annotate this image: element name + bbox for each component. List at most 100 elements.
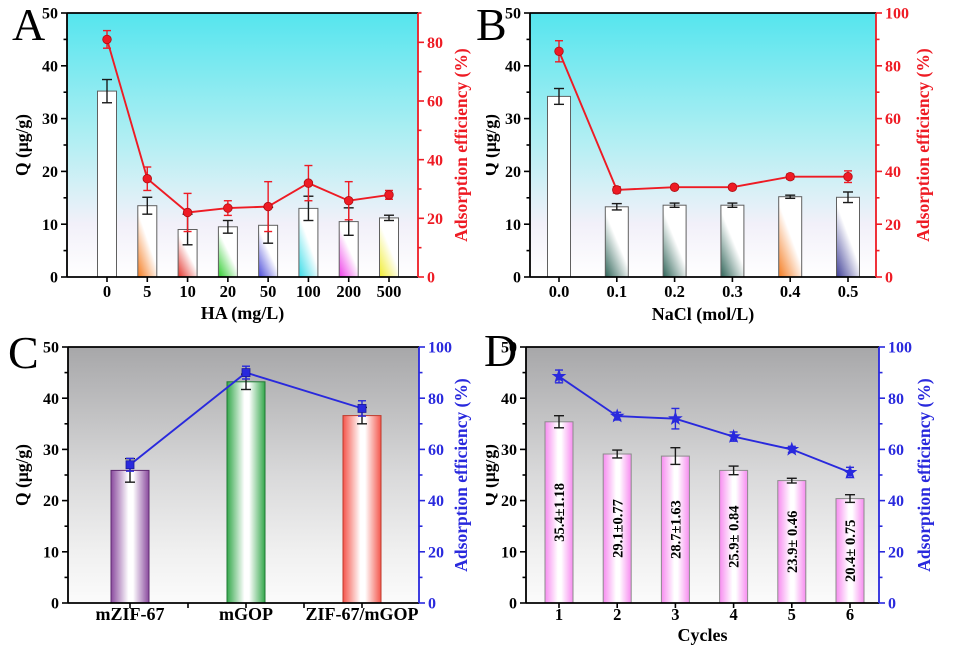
left-tick-label: 40 (42, 58, 58, 75)
right-tick-label: 40 (428, 493, 444, 510)
x-tick-label: mZIF-67 (96, 604, 165, 624)
efficiency-line (558, 50, 848, 191)
left-tick-label: 20 (43, 493, 59, 510)
right-axis-title: Adsorption efficiency (%) (913, 48, 933, 242)
left-tick-label: 30 (501, 442, 517, 459)
left-tick-label: 50 (43, 340, 59, 357)
data-point-circle (303, 178, 314, 188)
panel-b: 0 10 20 30 40 50 0 20 40 60 80 100 0.0 0.1 0.2 0.3 0.4 0.… (486, 0, 972, 327)
bar-5 (777, 480, 807, 604)
left-axis-title: Q (μg/g) (486, 114, 500, 176)
x-tick-label: 0 (103, 282, 111, 301)
panel-c-letter: C (8, 327, 39, 378)
data-point-star (551, 368, 567, 383)
data-point-star (668, 410, 683, 425)
efficiency-line-group-A (102, 29, 394, 233)
x-tick-label: 3 (671, 605, 679, 624)
bar-value-label: 35.4±1.18 (552, 483, 568, 542)
bar-error-6 (845, 494, 855, 504)
data-point-square (125, 460, 135, 470)
bar-mZIF-67 (110, 469, 150, 604)
bar-20 (217, 226, 238, 278)
bar-error-5 (786, 477, 797, 484)
plot-background (526, 347, 879, 603)
right-tick-label: 100 (885, 6, 909, 23)
bar-error-1 (554, 415, 564, 429)
x-tick-label: 50 (260, 282, 277, 301)
x-tick-label: 0.0 (549, 282, 570, 301)
panel-c-chart: 0 10 20 30 40 50 0 20 40 60 80 100 mZIF-67 mGOP ZIF-67… (12, 340, 471, 624)
right-tick-label: 20 (885, 217, 901, 234)
bar-error-0.0 (554, 87, 564, 106)
left-axis-title: Q (μg/g) (486, 444, 499, 506)
left-tick-label: 10 (43, 544, 59, 561)
bar-5 (137, 205, 158, 278)
bar-error-4 (728, 465, 739, 476)
data-point-circle (142, 174, 152, 184)
data-point-star (784, 441, 800, 456)
left-tick-label: 20 (42, 164, 58, 181)
bar-500 (379, 217, 399, 278)
data-point-circle (669, 182, 680, 192)
bar-0.5 (836, 196, 860, 278)
x-tick-label: 1 (555, 605, 563, 624)
left-tick-label: 50 (501, 340, 517, 357)
x-tick-label: 0.4 (780, 282, 801, 301)
left-tick-label: 30 (505, 111, 521, 128)
left-axis-title: Q (μg/g) (12, 114, 32, 176)
bar-value-label: 28.7±1.63 (668, 500, 684, 559)
bar-0.0 (547, 95, 571, 278)
x-tick-label: 10 (179, 282, 196, 301)
left-tick-label: 0 (51, 596, 59, 613)
left-axis-title: Q (μg/g) (12, 444, 32, 506)
right-tick-label: 80 (885, 58, 901, 75)
data-point-circle (785, 171, 795, 182)
panel-d-chart: 35.4±1.18 29.1±0.77 28.7±1.63 25.9± 0.84 23.… (486, 340, 934, 645)
x-tick-label: 0.3 (722, 282, 743, 301)
left-tick-label: 50 (42, 6, 58, 23)
bar-error-5 (142, 196, 153, 215)
bar-ZIF-67/mGOP (342, 415, 382, 604)
efficiency-line-group-B (554, 40, 853, 195)
plot-background (530, 13, 876, 277)
panel-b-chart: 0 10 20 30 40 50 0 20 40 60 80 100 0.0 0.1 0.2 0.3 0.4 0.… (486, 6, 933, 325)
left-tick-label: 30 (42, 111, 58, 128)
bar-4 (719, 469, 749, 604)
data-point-star (609, 408, 625, 423)
x-axis-title: NaCl (mol/L) (652, 304, 755, 325)
left-tick-label: 10 (42, 217, 58, 234)
bar-error-2 (612, 449, 623, 459)
bar-3 (660, 455, 690, 604)
data-point-star (842, 464, 858, 479)
data-point-circle (223, 203, 233, 213)
bar-value-label: 29.1±0.77 (610, 499, 626, 558)
right-tick-label: 40 (885, 164, 901, 181)
right-axis-title: Adsorption efficiency (%) (451, 378, 471, 572)
left-tick-label: 10 (505, 217, 521, 234)
bar-error-0 (102, 78, 112, 104)
bar-0.2 (662, 204, 687, 278)
bar-error-0.5 (843, 191, 853, 204)
left-tick-label: 40 (501, 391, 517, 408)
data-point-circle (727, 182, 738, 192)
bar-6 (835, 498, 865, 604)
x-tick-label: 100 (296, 282, 321, 301)
x-tick-label: 0.2 (664, 282, 685, 301)
left-tick-label: 50 (505, 6, 521, 23)
efficiency-line-group-C (125, 365, 367, 472)
bar-value-label: 23.9± 0.46 (785, 511, 801, 573)
bar-error-0.1 (611, 202, 622, 211)
x-tick-label: 5 (788, 605, 796, 624)
left-tick-label: 0 (50, 270, 58, 287)
data-point-square (241, 368, 251, 377)
left-tick-label: 20 (505, 164, 521, 181)
bar-value-label: 20.4± 0.75 (843, 520, 859, 582)
right-tick-label: 0 (888, 596, 896, 613)
x-tick-label: 4 (729, 605, 737, 624)
bar-value-label: 25.9± 0.84 (727, 506, 743, 568)
right-tick-label: 60 (427, 94, 443, 111)
right-axis-title: Adsorption efficiency (%) (451, 48, 471, 242)
data-point-circle (612, 185, 622, 195)
bar-0 (97, 90, 117, 278)
right-tick-label: 60 (888, 442, 904, 459)
